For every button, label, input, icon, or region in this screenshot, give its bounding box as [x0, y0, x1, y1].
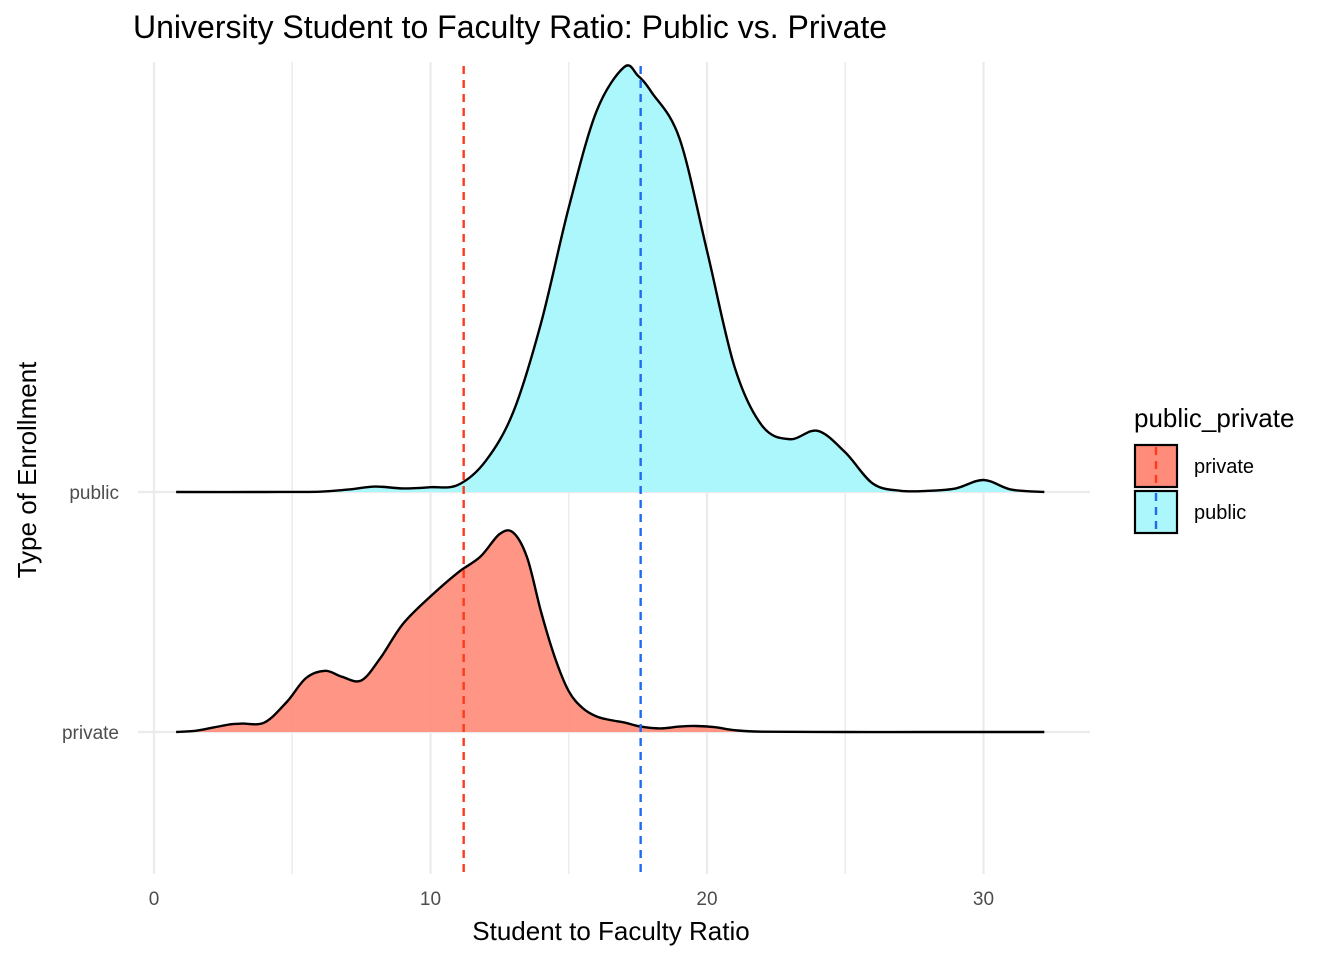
legend: public_private private public	[1133, 403, 1294, 535]
chart-title: University Student to Faculty Ratio: Pub…	[133, 9, 887, 45]
legend-label-private: private	[1194, 456, 1254, 478]
x-tick-label: 30	[973, 889, 994, 910]
y-tick-label-private: private	[62, 723, 119, 744]
y-tick-label-public: public	[69, 483, 119, 504]
x-tick-label: 10	[420, 889, 441, 910]
x-axis-title: Student to Faculty Ratio	[472, 916, 749, 946]
axis-ticks: 0 10 20 30 private public	[62, 483, 994, 910]
ridge-fill-public	[176, 65, 1045, 493]
x-tick-label: 20	[696, 889, 717, 910]
ridge-fill-private	[176, 530, 1045, 733]
x-tick-label: 0	[149, 889, 160, 910]
legend-title: public_private	[1134, 403, 1294, 433]
ridge-outline-private	[176, 529, 1045, 734]
y-axis-title: Type of Enrollment	[12, 361, 42, 579]
ridge-outline-public	[176, 64, 1045, 494]
mean-lines	[462, 66, 642, 874]
density-ridges	[176, 64, 1045, 734]
legend-label-public: public	[1194, 502, 1246, 524]
